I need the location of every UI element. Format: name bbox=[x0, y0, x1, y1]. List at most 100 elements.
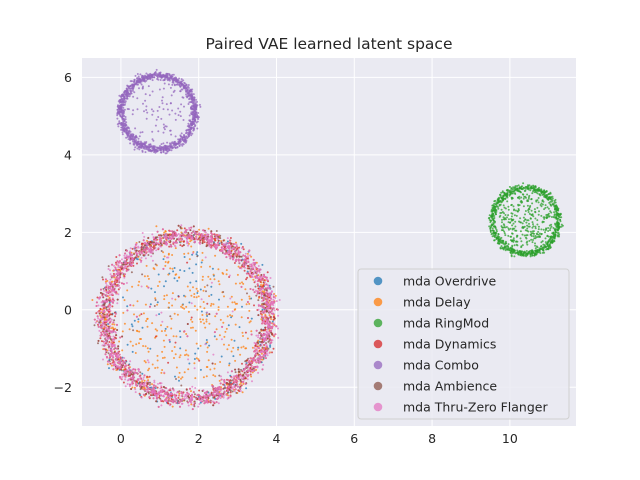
scatter-point bbox=[516, 187, 519, 190]
scatter-point bbox=[154, 328, 157, 331]
scatter-point bbox=[163, 78, 166, 81]
scatter-point bbox=[220, 241, 223, 244]
scatter-point bbox=[206, 350, 209, 353]
scatter-point bbox=[141, 87, 144, 90]
scatter-point bbox=[179, 226, 182, 229]
scatter-point bbox=[552, 240, 555, 243]
scatter-point bbox=[183, 371, 186, 374]
scatter-point bbox=[532, 232, 535, 235]
scatter-point bbox=[242, 335, 244, 337]
scatter-point bbox=[184, 234, 187, 237]
scatter-point bbox=[245, 362, 248, 365]
scatter-point bbox=[152, 145, 155, 148]
scatter-point bbox=[197, 112, 200, 114]
scatter-point bbox=[134, 82, 137, 85]
scatter-point bbox=[494, 234, 497, 237]
scatter-point bbox=[491, 216, 494, 218]
scatter-point bbox=[536, 206, 539, 209]
scatter-point bbox=[265, 316, 268, 319]
scatter-point bbox=[523, 195, 526, 198]
scatter-point bbox=[151, 79, 154, 82]
scatter-point bbox=[141, 372, 144, 375]
scatter-point bbox=[187, 91, 190, 94]
scatter-point bbox=[539, 252, 542, 255]
scatter-point bbox=[127, 364, 130, 367]
scatter-point bbox=[501, 221, 503, 224]
scatter-point bbox=[130, 373, 133, 376]
scatter-point bbox=[136, 330, 139, 333]
scatter-point bbox=[274, 294, 277, 297]
scatter-point bbox=[507, 234, 510, 237]
scatter-point bbox=[172, 335, 175, 338]
scatter-point bbox=[255, 261, 258, 264]
scatter-point bbox=[560, 225, 563, 228]
scatter-point bbox=[157, 78, 160, 81]
scatter-point bbox=[154, 299, 157, 301]
scatter-point bbox=[549, 191, 552, 194]
scatter-point bbox=[179, 269, 182, 272]
scatter-point bbox=[241, 362, 243, 365]
scatter-point bbox=[521, 233, 524, 236]
scatter-point bbox=[509, 189, 512, 192]
scatter-point bbox=[187, 103, 190, 105]
scatter-point bbox=[559, 212, 562, 215]
scatter-point bbox=[179, 90, 182, 93]
scatter-point bbox=[511, 232, 513, 235]
scatter-point bbox=[132, 85, 135, 88]
scatter-point bbox=[136, 97, 139, 100]
scatter-point bbox=[503, 243, 506, 246]
scatter-point bbox=[522, 254, 525, 257]
scatter-point bbox=[217, 268, 220, 271]
scatter-point bbox=[521, 244, 524, 247]
x-tick-label: 2 bbox=[195, 431, 203, 446]
scatter-point bbox=[166, 325, 169, 328]
scatter-point bbox=[527, 219, 530, 222]
scatter-point bbox=[495, 237, 498, 240]
scatter-point bbox=[233, 308, 236, 311]
scatter-point bbox=[495, 209, 498, 212]
scatter-point bbox=[155, 68, 158, 71]
scatter-point bbox=[241, 391, 244, 394]
scatter-point bbox=[156, 354, 159, 357]
scatter-point bbox=[136, 77, 139, 79]
scatter-point bbox=[146, 77, 149, 80]
scatter-point bbox=[247, 317, 249, 319]
scatter-point bbox=[152, 110, 155, 113]
scatter-point bbox=[238, 390, 241, 393]
scatter-point bbox=[503, 218, 506, 221]
scatter-point bbox=[164, 147, 167, 150]
scatter-point bbox=[546, 206, 549, 209]
scatter-point bbox=[126, 265, 129, 268]
scatter-point bbox=[209, 368, 212, 371]
scatter-point bbox=[147, 75, 150, 77]
scatter-point bbox=[534, 217, 537, 220]
scatter-point bbox=[540, 205, 543, 208]
scatter-point bbox=[527, 225, 530, 228]
scatter-point bbox=[186, 261, 189, 264]
scatter-point bbox=[134, 146, 137, 149]
scatter-point bbox=[136, 73, 139, 75]
scatter-point bbox=[230, 295, 233, 298]
scatter-point bbox=[131, 350, 134, 353]
scatter-point bbox=[163, 128, 166, 131]
scatter-point bbox=[508, 228, 510, 231]
scatter-point bbox=[531, 254, 534, 257]
scatter-point bbox=[137, 137, 140, 140]
scatter-point bbox=[137, 255, 140, 258]
scatter-point bbox=[168, 340, 171, 343]
scatter-point bbox=[147, 369, 150, 372]
scatter-point bbox=[233, 262, 236, 264]
scatter-point bbox=[237, 348, 239, 351]
scatter-point bbox=[185, 129, 188, 132]
scatter-point bbox=[249, 366, 252, 369]
scatter-point bbox=[170, 94, 173, 97]
scatter-point bbox=[205, 318, 208, 321]
scatter-point bbox=[104, 342, 107, 345]
scatter-point bbox=[541, 193, 544, 196]
scatter-point bbox=[501, 246, 504, 249]
scatter-point bbox=[118, 111, 121, 114]
scatter-point bbox=[214, 315, 217, 318]
scatter-point bbox=[178, 371, 181, 374]
scatter-point bbox=[118, 94, 121, 97]
scatter-point bbox=[116, 114, 119, 117]
